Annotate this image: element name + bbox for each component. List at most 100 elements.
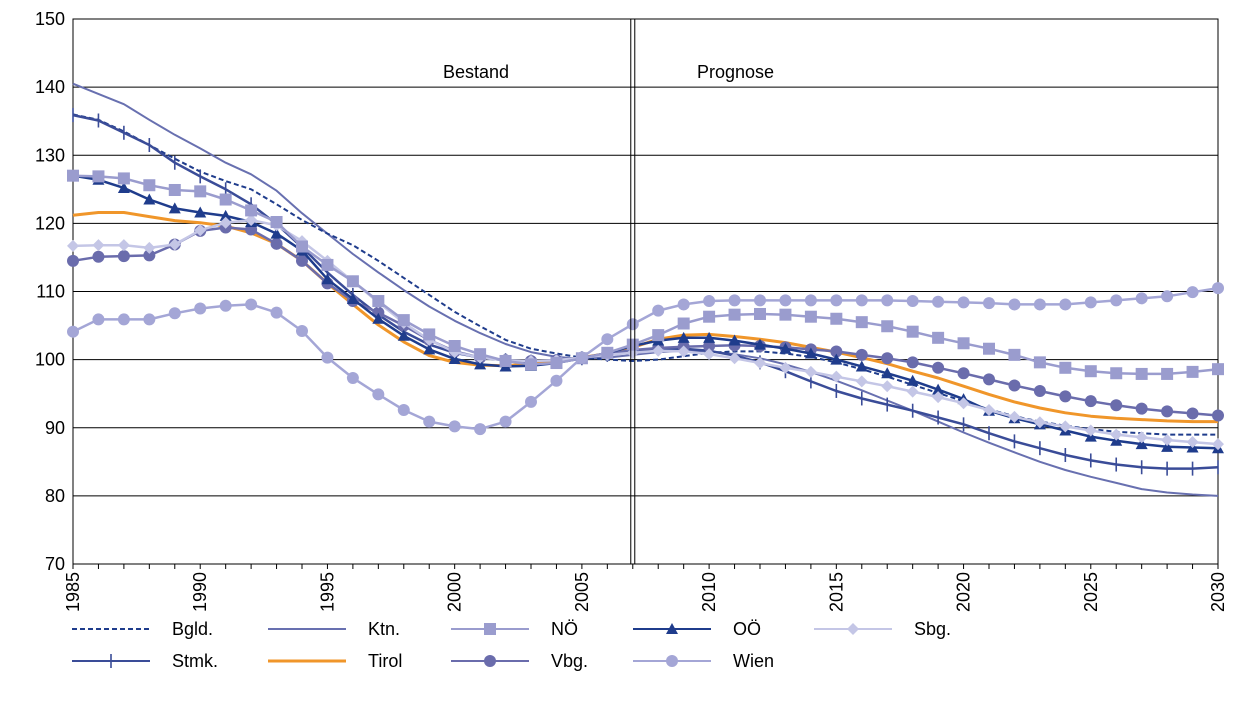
y-tick-label-80: 80 [45, 486, 65, 506]
line-sbg [72, 218, 1219, 446]
point-oö-2013 [779, 342, 792, 354]
point-wien-2005 [575, 351, 588, 364]
point-nö-1993 [270, 216, 283, 229]
point-nö-2009 [677, 317, 690, 330]
point-oö-2016 [855, 360, 868, 372]
point-vbg-2030 [1212, 409, 1224, 422]
point-wien-1999 [423, 415, 436, 428]
point-nö-1999 [423, 328, 436, 341]
point-vbg-2017 [881, 352, 894, 365]
point-sbg-1992 [245, 213, 258, 226]
point-vbg-2019 [932, 361, 945, 374]
point-nö-2021 [983, 342, 995, 355]
point-wien-2028 [1161, 290, 1174, 303]
point-sbg-2020 [957, 397, 970, 410]
line-ktn [72, 82, 1219, 497]
y-tick-label-110: 110 [36, 282, 65, 302]
series-nö [67, 169, 1224, 380]
point-oö-1999 [423, 343, 436, 355]
point-wien-1986 [92, 313, 105, 326]
legend-item-wien: Wien [633, 651, 774, 671]
x-tick-label-2005: 2005 [572, 572, 592, 612]
point-oö-2012 [754, 338, 766, 350]
line-bgld [72, 113, 1218, 436]
y-tick-label-150: 150 [35, 9, 65, 29]
point-wien-2024 [1059, 298, 1072, 311]
legend-label-wien: Wien [733, 651, 774, 671]
point-wien-1998 [397, 404, 410, 417]
line-oö [72, 174, 1219, 450]
point-oö-2000 [448, 352, 461, 364]
point-oö-1997 [372, 312, 385, 324]
series-vbg [67, 221, 1224, 422]
point-nö-2016 [855, 316, 868, 329]
point-vbg-2016 [855, 348, 868, 361]
point-sbg-2017 [881, 380, 894, 393]
point-oö-2019 [932, 383, 945, 395]
point-nö-1996 [346, 275, 359, 288]
legend-item-vbg: Vbg. [451, 651, 588, 671]
point-vbg-1987 [117, 250, 130, 263]
point-wien-2010 [703, 295, 716, 308]
legend-item-nö: NÖ [451, 619, 578, 639]
point-oö-2014 [804, 347, 817, 359]
point-wien-2021 [983, 297, 995, 310]
point-oö-1989 [168, 202, 181, 214]
legend-label-oö: OÖ [733, 619, 761, 639]
point-wien-2012 [754, 294, 766, 307]
point-wien-2003 [525, 395, 537, 408]
point-nö-2002 [499, 354, 512, 367]
point-sbg-2028 [1161, 434, 1174, 447]
legend-item-tirol: Tirol [268, 651, 402, 671]
point-nö-1991 [219, 193, 232, 206]
point-wien-2008 [652, 304, 665, 317]
point-oö-2001 [474, 358, 487, 370]
point-nö-2000 [448, 340, 461, 352]
point-vbg-2027 [1135, 402, 1148, 415]
point-sbg-2021 [983, 404, 995, 417]
annotations: Bestand Prognose [443, 62, 774, 82]
legend-label-nö: NÖ [551, 619, 578, 639]
point-nö-1994 [296, 240, 308, 253]
point-oö-1991 [219, 209, 232, 221]
point-vbg-2028 [1161, 405, 1174, 418]
y-tick-label-120: 120 [35, 213, 65, 233]
point-nö-2008 [652, 329, 665, 342]
point-nö-2025 [1084, 365, 1097, 378]
point-wien-2001 [474, 423, 487, 436]
point-vbg-2026 [1110, 399, 1123, 412]
point-wien-2025 [1084, 296, 1097, 309]
point-nö-2006 [601, 346, 614, 359]
point-wien-2020 [957, 296, 970, 309]
point-nö-2003 [525, 358, 537, 371]
point-sbg-1988 [143, 241, 156, 254]
point-wien-1985 [67, 325, 79, 338]
point-sbg-2011 [728, 352, 741, 365]
point-oö-1995 [321, 273, 334, 285]
x-tick-label-2025: 2025 [1081, 572, 1101, 612]
point-sbg-1986 [92, 239, 105, 252]
point-nö-1990 [194, 185, 207, 198]
legend-label-sbg: Sbg. [914, 619, 951, 639]
gridlines [73, 18, 1218, 565]
x-tick-label-2000: 2000 [445, 572, 465, 612]
point-oö-1988 [143, 193, 156, 205]
point-nö-2007 [626, 338, 639, 351]
point-oö-2010 [703, 331, 716, 343]
point-nö-1997 [372, 295, 385, 308]
point-nö-1986 [92, 170, 105, 183]
point-wien-1996 [346, 372, 359, 385]
x-tick-label-2010: 2010 [699, 572, 719, 612]
point-sbg-2022 [1008, 410, 1021, 423]
line-nö [72, 174, 1219, 376]
x-tick-label-1990: 1990 [190, 572, 210, 612]
point-nö-2013 [779, 308, 792, 321]
point-sbg-2008 [652, 344, 665, 357]
point-sbg-2025 [1084, 424, 1097, 437]
legend-marker-oö [666, 623, 678, 634]
point-vbg-2024 [1059, 390, 1072, 403]
point-vbg-2015 [830, 345, 843, 358]
point-wien-2019 [932, 295, 945, 308]
legend-item-oö: OÖ [633, 619, 761, 639]
